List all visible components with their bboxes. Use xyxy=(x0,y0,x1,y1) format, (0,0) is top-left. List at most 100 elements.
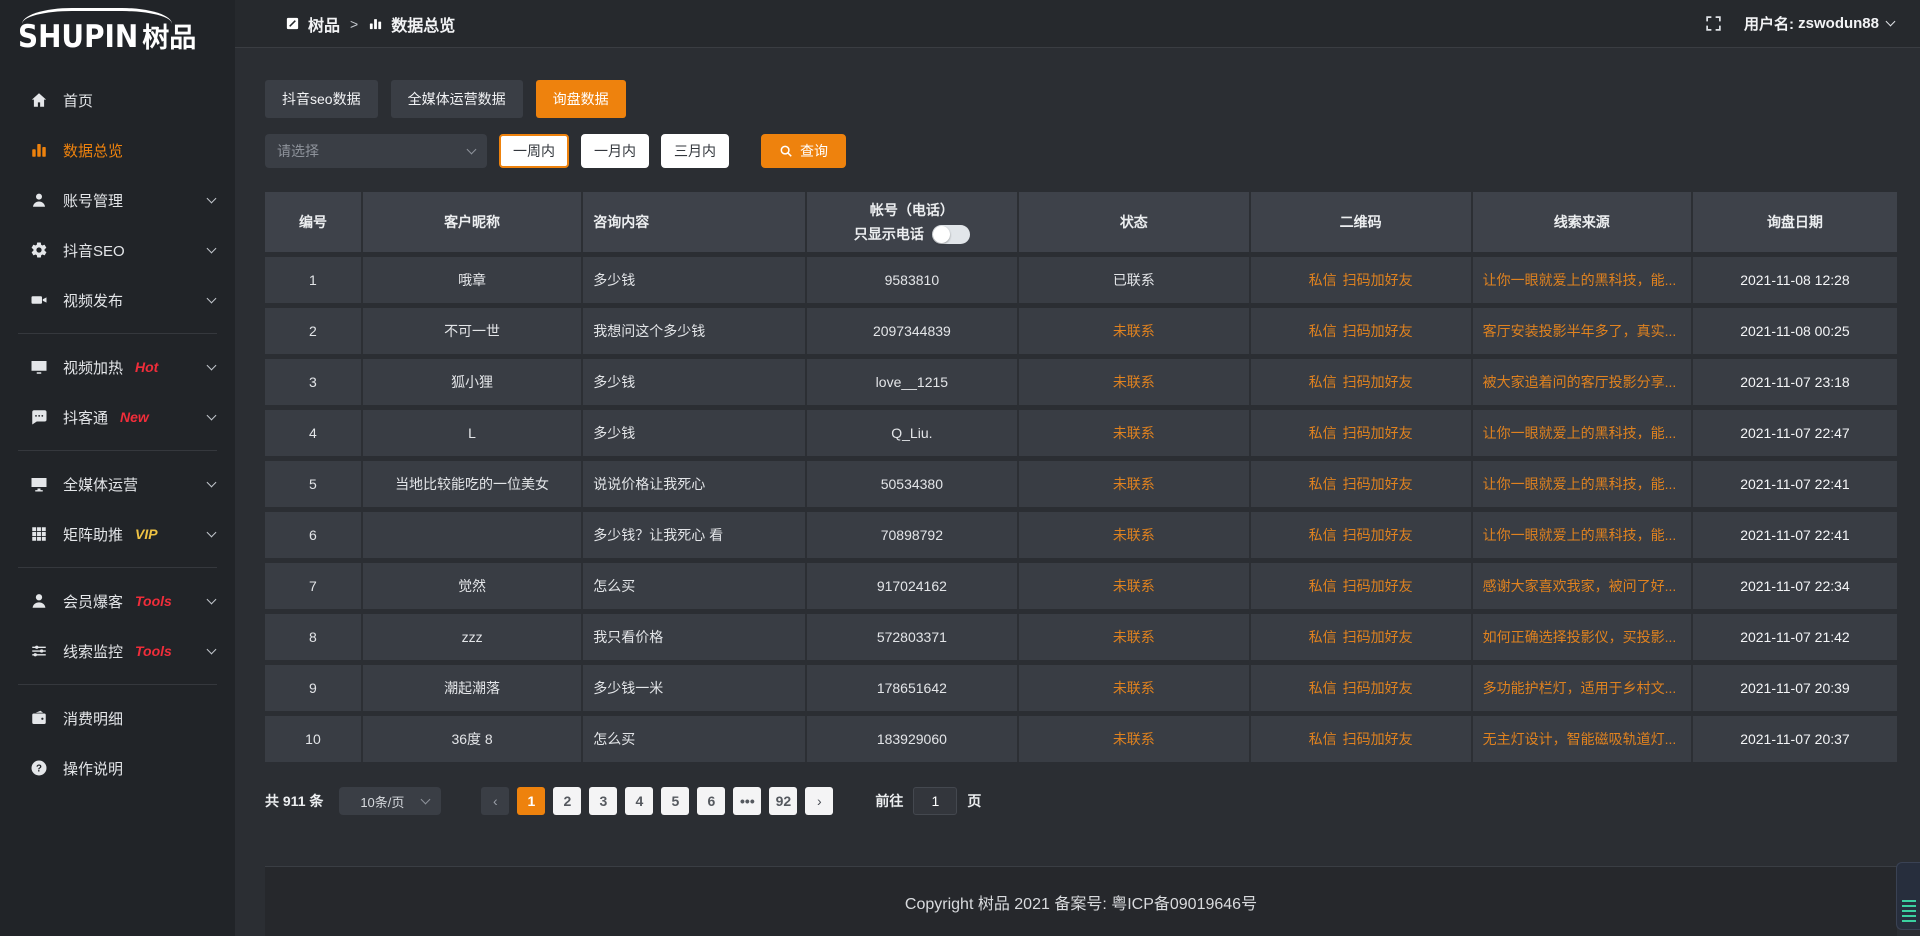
sidebar-item-matrix-boost[interactable]: 矩阵助推 VIP xyxy=(0,509,235,559)
page-button-5[interactable]: 5 xyxy=(661,787,690,815)
sidebar-item-operation-guide[interactable]: ? 操作说明 xyxy=(0,743,235,793)
sidebar-item-home[interactable]: 首页 xyxy=(0,75,235,125)
lead-source-link[interactable]: 被大家追着问的客厅投影分享... xyxy=(1482,374,1677,390)
col-header-id: 编号 xyxy=(265,192,363,252)
page-button-4[interactable]: 4 xyxy=(625,787,654,815)
scan-add-friend-link[interactable]: 扫码加好友 xyxy=(1342,476,1413,492)
period-button-one-week[interactable]: 一周内 xyxy=(499,134,569,168)
table-row: 9 潮起潮落 多少钱一米 178651642 未联系 私信 扫码加好友 多功能护栏灯，适用于乡… xyxy=(265,665,1897,711)
customer-nickname: 哦章 xyxy=(363,257,584,303)
lead-source-link[interactable]: 客厅安装投影半年多了，真实... xyxy=(1482,323,1677,339)
status-text: 未联系 xyxy=(1019,716,1251,762)
private-message-link[interactable]: 私信 xyxy=(1308,680,1337,696)
private-message-link[interactable]: 私信 xyxy=(1308,578,1337,594)
scan-add-friend-link[interactable]: 扫码加好友 xyxy=(1342,323,1413,339)
period-button-one-month[interactable]: 一月内 xyxy=(581,134,649,168)
page-button-1[interactable]: 1 xyxy=(517,787,546,815)
scan-add-friend-link[interactable]: 扫码加好友 xyxy=(1342,731,1413,747)
sidebar-item-douketong[interactable]: 抖客通 New xyxy=(0,392,235,442)
floating-widget[interactable] xyxy=(1896,862,1920,930)
sidebar-item-label: 视频发布 xyxy=(63,292,124,310)
account-phone: 2097344839 xyxy=(807,308,1019,354)
next-page-button[interactable]: › xyxy=(805,787,834,815)
private-message-link[interactable]: 私信 xyxy=(1308,323,1337,339)
customer-nickname: zzz xyxy=(363,614,584,660)
lead-source-link[interactable]: 如何正确选择投影仪，买投影... xyxy=(1482,629,1677,645)
col-header-content: 咨询内容 xyxy=(583,192,807,252)
topbar: 树品 > 数据总览 用户名: zswodun88 xyxy=(235,0,1920,48)
qrcode-cell: 私信 扫码加好友 xyxy=(1251,308,1473,354)
sidebar-item-douyin-seo[interactable]: 抖音SEO xyxy=(0,225,235,275)
table-body: 1 哦章 多少钱 9583810 已联系 私信 扫码加好友 让你一眼就爱上的黑科技，能... 2… xyxy=(265,257,1897,762)
sidebar-item-video-publish[interactable]: 视频发布 xyxy=(0,275,235,325)
private-message-link[interactable]: 私信 xyxy=(1308,425,1337,441)
sidebar-item-label: 数据总览 xyxy=(63,142,124,160)
scan-add-friend-link[interactable]: 扫码加好友 xyxy=(1342,425,1413,441)
private-message-link[interactable]: 私信 xyxy=(1308,272,1337,288)
tab-omni-media-data[interactable]: 全媒体运营数据 xyxy=(390,80,523,118)
private-message-link[interactable]: 私信 xyxy=(1308,731,1337,747)
tab-douyin-seo-data[interactable]: 抖音seo数据 xyxy=(265,80,378,118)
private-message-link[interactable]: 私信 xyxy=(1308,629,1337,645)
sidebar-item-data-overview[interactable]: 数据总览 xyxy=(0,125,235,175)
page-size-select[interactable]: 10条/页 xyxy=(339,787,442,815)
tab-inquiry-data[interactable]: 询盘数据 xyxy=(535,80,626,118)
badge-new: New xyxy=(120,409,149,425)
lead-source-link[interactable]: 让你一眼就爱上的黑科技，能... xyxy=(1482,476,1677,492)
page-button-6[interactable]: 6 xyxy=(697,787,726,815)
goto-suffix: 页 xyxy=(967,793,982,809)
account-phone: 70898792 xyxy=(807,512,1019,558)
page-button-92[interactable]: 92 xyxy=(769,787,798,815)
row-index: 4 xyxy=(265,410,363,456)
private-message-link[interactable]: 私信 xyxy=(1308,374,1337,390)
sidebar-divider xyxy=(18,333,217,334)
breadcrumb-root[interactable]: 树品 xyxy=(308,17,341,35)
scan-add-friend-link[interactable]: 扫码加好友 xyxy=(1342,578,1413,594)
lead-source-link[interactable]: 让你一眼就爱上的黑科技，能... xyxy=(1482,527,1677,543)
user-menu[interactable]: 用户名: zswodun88 xyxy=(1744,13,1896,34)
lead-source-link[interactable]: 让你一眼就爱上的黑科技，能... xyxy=(1482,425,1677,441)
row-index: 6 xyxy=(265,512,363,558)
lead-source-link[interactable]: 让你一眼就爱上的黑科技，能... xyxy=(1482,272,1677,288)
sidebar-item-label: 抖音SEO xyxy=(63,242,125,260)
filter-select[interactable]: 请选择 xyxy=(265,134,487,168)
private-message-link[interactable]: 私信 xyxy=(1308,527,1337,543)
fullscreen-icon[interactable] xyxy=(1705,15,1722,32)
search-button[interactable]: 查询 xyxy=(761,134,846,168)
sidebar-item-video-heating[interactable]: 视频加热 Hot xyxy=(0,342,235,392)
sidebar-item-account-management[interactable]: 账号管理 xyxy=(0,175,235,225)
status-text: 已联系 xyxy=(1019,257,1251,303)
row-index: 9 xyxy=(265,665,363,711)
account-phone: love__1215 xyxy=(807,359,1019,405)
page-button-3[interactable]: 3 xyxy=(589,787,618,815)
breadcrumb: 树品 > 数据总览 xyxy=(285,12,455,36)
scan-add-friend-link[interactable]: 扫码加好友 xyxy=(1342,272,1413,288)
scan-add-friend-link[interactable]: 扫码加好友 xyxy=(1342,680,1413,696)
inquiry-content: 说说价格让我死心 xyxy=(583,461,807,507)
prev-page-button[interactable]: ‹ xyxy=(481,787,510,815)
search-icon xyxy=(780,145,792,157)
goto-page-input[interactable] xyxy=(913,787,958,815)
sidebar-item-member-baoke[interactable]: 会员爆客 Tools xyxy=(0,576,235,626)
sidebar-item-omni-media-operation[interactable]: 全媒体运营 xyxy=(0,459,235,509)
scan-add-friend-link[interactable]: 扫码加好友 xyxy=(1342,527,1413,543)
scan-add-friend-link[interactable]: 扫码加好友 xyxy=(1342,629,1413,645)
row-index: 2 xyxy=(265,308,363,354)
inquiry-date: 2021-11-08 00:25 xyxy=(1740,323,1850,339)
toggle-knob xyxy=(932,225,950,243)
table-row: 6 多少钱？让我死心 看 70898792 未联系 私信 扫码加好友 让你一眼就爱上的黑科技… xyxy=(265,512,1897,558)
sidebar-item-lead-monitoring[interactable]: 线索监控 Tools xyxy=(0,626,235,676)
lead-source-link[interactable]: 感谢大家喜欢我家，被问了好... xyxy=(1482,578,1677,594)
period-button-three-months[interactable]: 三月内 xyxy=(661,134,729,168)
col-header-account: 帐号（电话） 只显示电话 xyxy=(807,192,1019,252)
footer: Copyright 树品 2021 备案号: 粤ICP备09019646号 xyxy=(265,866,1897,936)
page-button-2[interactable]: 2 xyxy=(553,787,582,815)
scan-add-friend-link[interactable]: 扫码加好友 xyxy=(1342,374,1413,390)
lead-source-link[interactable]: 无主灯设计，智能磁吸轨道灯... xyxy=(1482,731,1677,747)
page-ellipsis[interactable]: ••• xyxy=(733,787,762,815)
private-message-link[interactable]: 私信 xyxy=(1308,476,1337,492)
phone-only-toggle[interactable] xyxy=(931,224,970,244)
sidebar-item-consumption-details[interactable]: 消费明细 xyxy=(0,693,235,743)
inquiry-content: 怎么买 xyxy=(583,563,807,609)
lead-source-link[interactable]: 多功能护栏灯，适用于乡村文... xyxy=(1482,680,1677,696)
